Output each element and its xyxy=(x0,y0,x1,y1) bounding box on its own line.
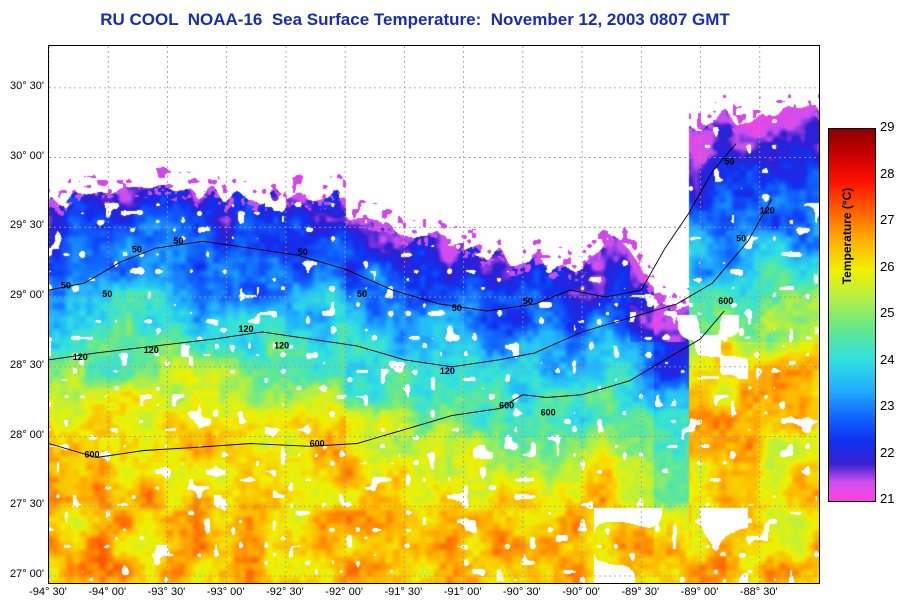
longitude-label: -94° 30' xyxy=(29,586,67,598)
colorbar-tick: 23 xyxy=(880,398,895,413)
latitude-label: 30° 00' xyxy=(9,149,44,162)
contour-label: 50 xyxy=(357,289,367,299)
contour-label: 50 xyxy=(298,247,308,257)
isobath-contour-50 xyxy=(49,143,737,312)
sst-raster xyxy=(49,46,819,583)
longitude-label: -90° 00' xyxy=(562,586,600,598)
longitude-label: -92° 30' xyxy=(266,586,304,598)
contour-label: 50 xyxy=(102,289,112,299)
colorbar-label: Temperature (°C) xyxy=(840,187,854,285)
longitude-label: -89° 00' xyxy=(680,586,719,598)
contour-label: 600 xyxy=(85,449,100,459)
longitude-label: -91° 30' xyxy=(384,586,423,598)
colorbar-tick: 26 xyxy=(880,258,895,274)
colorbar-tick: 25 xyxy=(880,305,895,320)
colorbar-tick: 24 xyxy=(880,351,895,367)
colorbar-tick: 21 xyxy=(880,491,895,506)
sst-map[interactable]: 50 50 50 50 50 50 50 50 50 50 120 120 120 120 120 120 60… xyxy=(48,45,820,584)
latitude-label: 29° 00' xyxy=(9,289,44,302)
contour-label: 120 xyxy=(274,341,289,351)
longitude-label: -90° 30' xyxy=(502,586,541,598)
latitude-label: 28° 00' xyxy=(9,428,44,441)
contour-label: 50 xyxy=(173,236,183,246)
latitude-label: 30° 30' xyxy=(9,79,44,92)
contour-label: 600 xyxy=(499,401,514,411)
colorbar-tick: 29 xyxy=(880,119,895,134)
colorbar-tick: 27 xyxy=(880,212,895,227)
contour-label: 120 xyxy=(73,352,88,362)
contour-label: 50 xyxy=(736,233,746,243)
contour-label: 50 xyxy=(452,303,462,313)
longitude-label: -93° 30' xyxy=(147,586,186,598)
map-overlay: 50 50 50 50 50 50 50 50 50 50 120 120 120 120 120 120 60… xyxy=(49,46,819,583)
contour-label: 50 xyxy=(61,281,71,291)
longitude-label: -93° 00' xyxy=(206,586,245,598)
latitude-label: 28° 30' xyxy=(9,358,44,371)
contour-label: 600 xyxy=(310,438,325,448)
contour-label: 120 xyxy=(239,324,254,334)
longitude-label: -94° 00' xyxy=(88,586,127,598)
longitude-label: -92° 00' xyxy=(325,586,363,598)
latitude-label: 27° 00' xyxy=(9,568,44,581)
colorbar-tick: 22 xyxy=(880,444,895,460)
contour-label: 120 xyxy=(144,345,159,355)
longitude-label: -91° 00' xyxy=(443,586,482,598)
longitude-label: -88° 30' xyxy=(739,586,778,598)
isobath-contour-600 xyxy=(49,310,725,458)
contour-label: 600 xyxy=(541,408,556,418)
contour-label: 50 xyxy=(132,244,142,254)
latitude-label: 29° 30' xyxy=(9,219,44,232)
map-title: RU COOL NOAA-16 Sea Surface Temperature:… xyxy=(100,10,730,29)
isobath-contour-120 xyxy=(49,199,772,368)
contour-label: 50 xyxy=(523,296,533,306)
contour-label: 120 xyxy=(760,205,775,215)
temperature-colorbar xyxy=(828,128,876,502)
contour-label: 120 xyxy=(440,366,455,376)
colorbar-tick: 28 xyxy=(880,165,895,181)
longitude-label: -89° 30' xyxy=(621,586,660,598)
contour-label: 600 xyxy=(718,296,733,306)
latitude-label: 27° 30' xyxy=(9,498,44,511)
contour-label: 50 xyxy=(724,157,734,167)
